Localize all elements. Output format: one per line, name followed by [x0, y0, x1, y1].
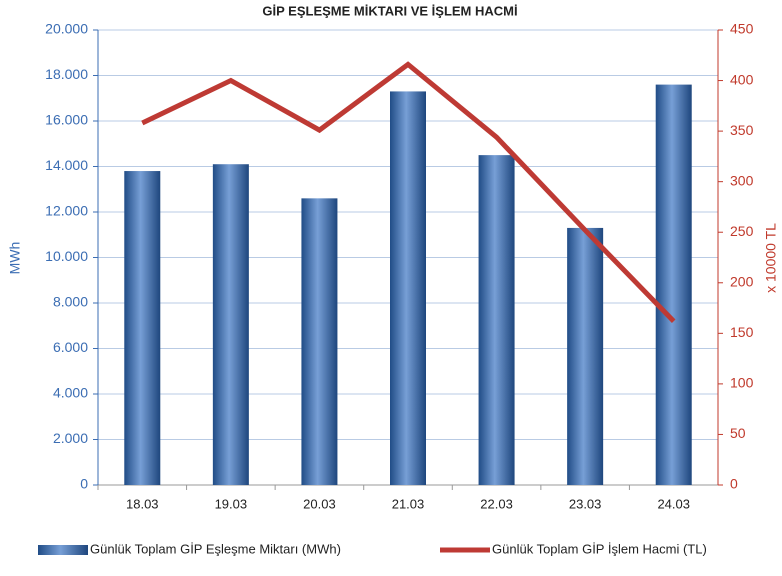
y-tick-label: 8.000: [53, 294, 88, 310]
y2-tick-label: 0: [730, 476, 738, 492]
bar: [478, 155, 515, 485]
y-tick-label: 0: [80, 476, 88, 492]
bar: [655, 84, 692, 485]
bar: [124, 171, 161, 486]
y-tick-label: 16.000: [45, 112, 88, 128]
y2-tick-label: 300: [730, 172, 754, 188]
bar: [212, 164, 249, 485]
x-tick-label: 18.03: [126, 496, 159, 511]
y2-tick-label: 250: [730, 223, 754, 239]
y2-tick-label: 50: [730, 425, 746, 441]
y-tick-label: 6.000: [53, 339, 88, 355]
chart-title: GİP EŞLEŞME MİKTARI VE İŞLEM HACMİ: [262, 3, 517, 18]
x-tick-label: 23.03: [569, 496, 602, 511]
y-tick-label: 14.000: [45, 157, 88, 173]
x-tick-label: 19.03: [215, 496, 248, 511]
bar: [301, 198, 338, 485]
y2-tick-label: 400: [730, 71, 754, 87]
y-tick-label: 18.000: [45, 66, 88, 82]
bar: [390, 91, 426, 486]
y2-tick-label: 450: [730, 21, 754, 37]
y-axis-label: MWh: [7, 242, 23, 275]
y2-axis-label: x 10000 TL: [763, 223, 779, 293]
y-tick-label: 4.000: [53, 385, 88, 401]
y-tick-label: 20.000: [45, 21, 88, 37]
y2-tick-label: 150: [730, 324, 754, 340]
y-tick-label: 12.000: [45, 203, 88, 219]
y2-tick-label: 200: [730, 273, 754, 289]
x-tick-label: 21.03: [392, 496, 425, 511]
y2-tick-label: 100: [730, 375, 754, 391]
x-tick-label: 24.03: [657, 496, 690, 511]
x-tick-label: 22.03: [480, 496, 513, 511]
y2-tick-label: 350: [730, 122, 754, 138]
legend-swatch: [38, 545, 88, 555]
legend-label: Günlük Toplam GİP İşlem Hacmi (TL): [492, 541, 707, 556]
y-tick-label: 10.000: [45, 248, 88, 264]
x-tick-label: 20.03: [303, 496, 336, 511]
bar: [567, 227, 604, 486]
legend-label: Günlük Toplam GİP Eşleşme Miktarı (MWh): [90, 541, 341, 556]
y-tick-label: 2.000: [53, 430, 88, 446]
line: [141, 61, 676, 323]
